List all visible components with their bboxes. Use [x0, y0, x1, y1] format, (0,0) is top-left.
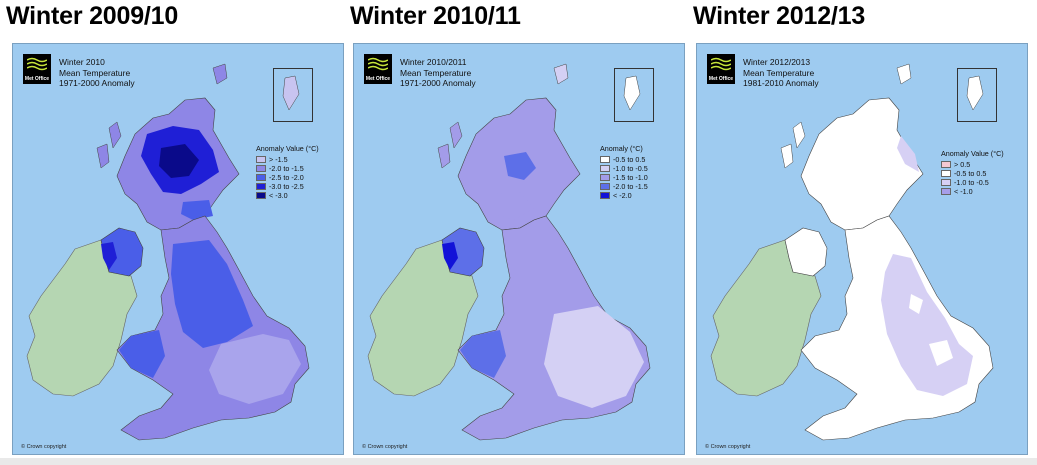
panel-winter-2009-10: Winter 2009/10 — [6, 0, 346, 460]
map-legend: Anomaly (°C) -0.5 to 0.5 -1.0 to -0.5 -1… — [600, 144, 648, 200]
legend-entry: > 0.5 — [941, 160, 1004, 169]
met-office-waves-icon — [368, 57, 388, 71]
map-legend: Anomaly Value (°C) > 0.5 -0.5 to 0.5 -1.… — [941, 149, 1004, 196]
legend-entry: > -1.5 — [256, 155, 319, 164]
legend-entry: -1.5 to -1.0 — [600, 173, 648, 182]
uk-anomaly-map — [367, 63, 651, 441]
met-office-waves-icon — [711, 57, 731, 71]
map-frame: Met Office Winter 2010 Mean Temperature … — [12, 43, 344, 455]
shetland-inset — [614, 68, 654, 122]
met-office-logo: Met Office — [364, 54, 392, 84]
legend-entry: -2.5 to -2.0 — [256, 173, 319, 182]
legend-entry: < -1.0 — [941, 187, 1004, 196]
bottom-strip — [0, 458, 1037, 465]
legend-entry: -2.0 to -1.5 — [256, 164, 319, 173]
panel-winter-2010-11: Winter 2010/11 Met Office Wi — [350, 0, 690, 460]
map-title: Winter 2010/2011 Mean Temperature 1971-2… — [400, 57, 476, 88]
panel-winter-2012-13: Winter 2012/13 Met Office Winter 20 — [693, 0, 1033, 460]
map-frame: Met Office Winter 2012/2013 Mean Tempera… — [696, 43, 1028, 455]
copyright-notice: © Crown copyright — [705, 444, 751, 450]
legend-entry: -3.0 to -2.5 — [256, 182, 319, 191]
legend-entry: < -2.0 — [600, 191, 648, 200]
shetland-inset — [957, 68, 997, 122]
map-legend: Anomaly Value (°C) > -1.5 -2.0 to -1.5 -… — [256, 144, 319, 200]
legend-entry: -0.5 to 0.5 — [600, 155, 648, 164]
legend-entry: -2.0 to -1.5 — [600, 182, 648, 191]
map-title: Winter 2010 Mean Temperature 1971-2000 A… — [59, 57, 135, 88]
scotland — [800, 97, 924, 231]
northern-ireland — [784, 227, 828, 277]
met-office-waves-icon — [27, 57, 47, 71]
legend-entry: -1.0 to -0.5 — [941, 178, 1004, 187]
copyright-notice: © Crown copyright — [362, 444, 408, 450]
met-office-logo: Met Office — [23, 54, 51, 84]
panel-heading: Winter 2012/13 — [693, 2, 866, 30]
copyright-notice: © Crown copyright — [21, 444, 67, 450]
panel-heading: Winter 2010/11 — [350, 2, 521, 30]
uk-anomaly-map — [26, 63, 310, 441]
met-office-logo: Met Office — [707, 54, 735, 84]
legend-entry: -0.5 to 0.5 — [941, 169, 1004, 178]
legend-entry: < -3.0 — [256, 191, 319, 200]
uk-anomaly-map — [710, 63, 994, 441]
legend-entry: -1.0 to -0.5 — [600, 164, 648, 173]
map-frame: Met Office Winter 2010/2011 Mean Tempera… — [353, 43, 685, 455]
shetland-inset — [273, 68, 313, 122]
map-title: Winter 2012/2013 Mean Temperature 1981-2… — [743, 57, 819, 88]
panel-heading: Winter 2009/10 — [6, 2, 179, 30]
